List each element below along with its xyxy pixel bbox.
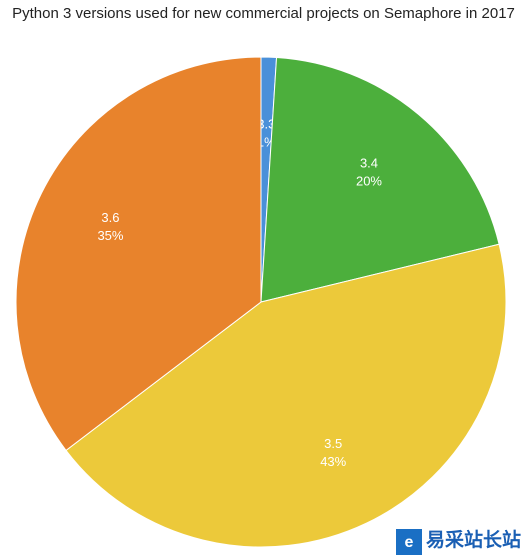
- slice-label: 3.4: [360, 156, 378, 171]
- watermark-logo-e: e: [405, 534, 414, 551]
- pie-slice: [15, 56, 262, 452]
- watermark-text: 易采站长站: [426, 528, 521, 551]
- slice-label: 3.3: [257, 117, 275, 132]
- value-label: 35%: [97, 228, 123, 243]
- chart-title: Python 3 versions used for new commercia…: [12, 5, 515, 22]
- value-label: 20%: [356, 174, 382, 189]
- watermark: e 易采站长站: [393, 526, 527, 559]
- slice-label: 3.6: [101, 210, 119, 225]
- pie-slice: [65, 243, 507, 548]
- pie-slice: [260, 56, 500, 303]
- value-label: 43%: [320, 454, 346, 469]
- watermark-logo: [396, 529, 422, 555]
- slice-label: 3.5: [324, 436, 342, 451]
